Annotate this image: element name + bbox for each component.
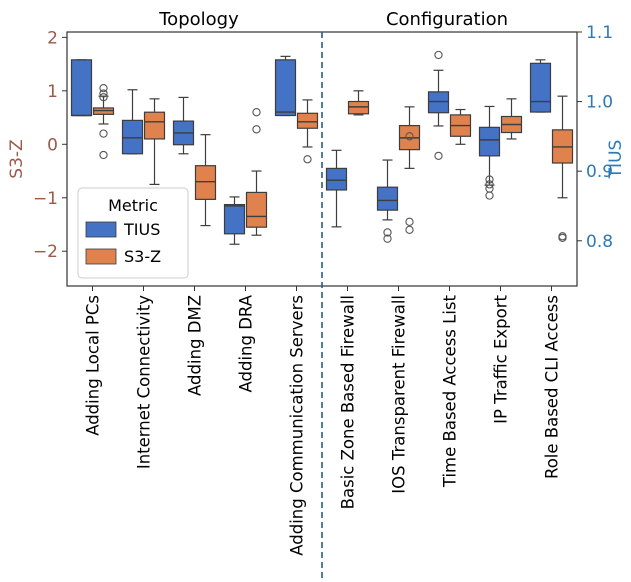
box-tius-6	[325, 149, 348, 228]
box-tius-8	[427, 50, 450, 161]
outlier-point	[99, 129, 108, 138]
y-left-tick-label: −2	[33, 242, 58, 262]
outlier-point	[99, 89, 108, 98]
box-s3z-4	[245, 108, 268, 236]
box-iqr	[223, 203, 246, 235]
box-iqr	[194, 165, 217, 200]
box-iqr	[529, 62, 552, 113]
box-s3z-6	[347, 90, 370, 116]
box-s3z-7	[398, 106, 421, 235]
legend-swatch-s3z	[85, 248, 117, 265]
y-right-tick-label: 1.1	[586, 23, 613, 43]
x-tick-label: Internet Connectivity	[135, 295, 154, 469]
box-tius-3	[172, 96, 195, 155]
outlier-point	[485, 180, 494, 189]
y-right-tick-label: 0.8	[586, 232, 613, 252]
box-iqr	[245, 191, 268, 228]
x-tick-label: Basic Zone Based Firewall	[339, 295, 358, 509]
legend-swatch-tius	[85, 221, 117, 238]
box-tius-9	[478, 105, 501, 200]
x-tick-label: IP Traffic Export	[492, 294, 511, 423]
y-left-tick-label: −1	[33, 189, 58, 209]
y-left-tick-label: 0	[47, 135, 58, 155]
box-s3z-5	[296, 99, 319, 164]
outlier-point	[485, 175, 494, 184]
box-s3z-2	[143, 98, 166, 185]
box-iqr	[478, 126, 501, 157]
outlier-point	[383, 234, 392, 243]
y-right-tick-label: 0.9	[586, 162, 613, 182]
legend-label-tius: TIUS	[123, 220, 160, 239]
box-s3z-1	[92, 83, 115, 160]
outlier-point	[405, 132, 414, 141]
y-axis-right-label: TIUS	[606, 140, 626, 180]
x-tick-label: Time Based Access List	[441, 294, 460, 488]
box-tius-10	[529, 59, 552, 113]
section-label-configuration: Configuration	[386, 9, 508, 30]
y-axis-left-label: S3-Z	[7, 139, 27, 178]
x-tick-label: Adding DMZ	[186, 295, 205, 396]
box-tius-7	[376, 159, 399, 243]
x-tick-label: Role Based CLI Access	[543, 295, 562, 479]
box-tius-1	[70, 59, 93, 117]
y-left-tick-label: 2	[47, 28, 58, 48]
outlier-point	[99, 150, 108, 160]
legend-label-s3z: S3-Z	[124, 247, 161, 266]
outlier-point	[434, 151, 443, 161]
x-tick-label: IOS Transparent Firewall	[390, 295, 409, 494]
box-iqr	[143, 111, 166, 140]
outlier-point	[383, 228, 392, 237]
box-tius-2	[121, 89, 144, 155]
legend: Metric TIUS S3-Z	[77, 187, 189, 279]
outlier-point	[405, 225, 414, 235]
box-s3z-8	[449, 108, 472, 145]
box-iqr	[70, 59, 93, 117]
x-tick-label: Adding DRA	[237, 294, 256, 392]
x-tick-label: Adding Local PCs	[84, 295, 103, 436]
outlier-point	[252, 125, 261, 134]
outlier-point	[434, 50, 443, 60]
outlier-point	[252, 108, 261, 117]
legend-title: Metric	[108, 196, 158, 215]
outlier-point	[99, 83, 108, 93]
y-left-tick-label: 1	[47, 82, 58, 102]
outlier-point	[485, 191, 494, 200]
box-iqr	[347, 100, 370, 115]
x-tick-label: Adding Communication Servers	[288, 295, 307, 556]
box-tius-5	[274, 55, 297, 117]
outlier-point	[303, 155, 312, 164]
y-right-tick-label: 1.0	[586, 93, 613, 113]
chart-plot-layer	[62, 31, 582, 291]
outlier-point	[99, 93, 108, 102]
outlier-point	[558, 233, 567, 243]
outlier-point	[405, 217, 414, 226]
box-tius-4	[223, 196, 246, 245]
box-iqr	[296, 112, 319, 129]
box-iqr	[325, 167, 348, 191]
outlier-point	[485, 184, 494, 193]
box-iqr	[376, 186, 399, 211]
box-s3z-9	[500, 98, 523, 140]
box-s3z-3	[194, 134, 217, 227]
box-s3z-10	[551, 95, 574, 243]
section-label-topology: Topology	[158, 9, 239, 30]
box-iqr	[274, 59, 297, 117]
